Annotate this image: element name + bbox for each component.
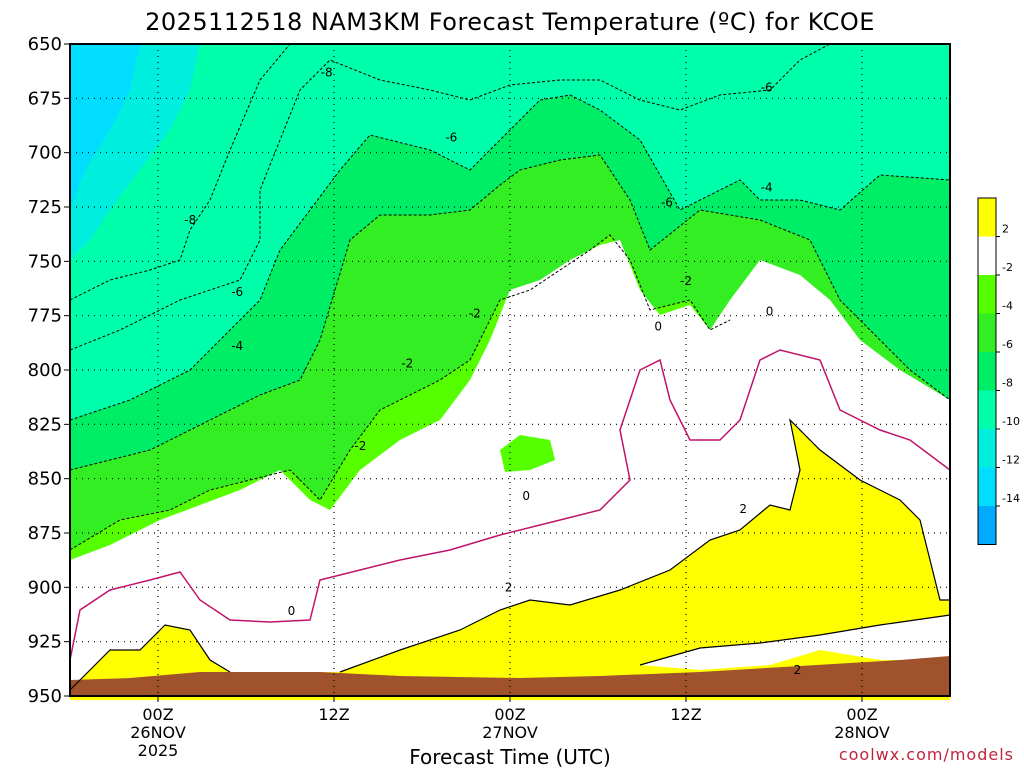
contour-label: 2: [794, 663, 802, 677]
y-tick-label: 900: [28, 577, 62, 598]
contour-label: -4: [761, 180, 773, 194]
contour-zero-line: [69, 349, 951, 661]
x-tick-label: 26NOV: [130, 723, 186, 742]
zero-contour: [69, 349, 951, 661]
contour-label: -8: [321, 65, 333, 79]
fill-blob: [500, 435, 555, 472]
positive-contours: [69, 418, 951, 691]
x-axis-label: Forecast Time (UTC): [409, 745, 611, 768]
x-tick-label: 00Z: [846, 705, 877, 724]
contour-label: 0: [288, 604, 296, 618]
y-tick-label: 775: [28, 306, 62, 327]
y-axis: 650 675 700 725 750 775 800 825 850 875 900 925 950: [28, 34, 70, 707]
y-tick-label: 800: [28, 360, 62, 381]
y-tick-label: 950: [28, 686, 62, 707]
y-tick-label: 925: [28, 632, 62, 653]
contour-label: -4: [231, 339, 243, 353]
colorbar-segment: [978, 429, 996, 468]
contour-minus-4: [69, 154, 951, 471]
colorbar-label: -10: [1002, 415, 1020, 428]
y-tick-label: 875: [28, 523, 62, 544]
contour-label: -2: [680, 274, 692, 288]
y-tick-label: 825: [28, 414, 62, 435]
negative-contours: [69, 43, 951, 551]
y-tick-label: 750: [28, 251, 62, 272]
contour-label: -6: [445, 130, 457, 144]
contour-labels: -8 -6 -6 -8 -6 -4 -4 -6 -2 -2 -2 -2 0 0 0 0 2 2 2: [184, 65, 801, 677]
colorbar-frame: [977, 197, 997, 545]
contour-plus-2-left: [69, 624, 231, 691]
contour-label: -2: [469, 306, 481, 320]
x-tick-label: 00Z: [494, 705, 525, 724]
contour-plus-2-lower: [639, 614, 951, 666]
colorbar-segment: [978, 236, 996, 275]
fill-plus-2: [70, 420, 950, 700]
colorbar-segment: [978, 275, 996, 314]
y-tick-label: 675: [28, 88, 62, 109]
contour-label: -2: [354, 439, 366, 453]
contour-minus-8: [69, 43, 831, 351]
contour-label: -6: [761, 80, 773, 94]
ground-fill: [70, 656, 950, 696]
contour-label: 0: [654, 320, 662, 334]
y-tick-label: 850: [28, 469, 62, 490]
contour-label: -6: [231, 285, 243, 299]
x-tick-label: 28NOV: [834, 723, 890, 742]
y-tick-label: 650: [28, 34, 62, 55]
colorbar-segment: [978, 352, 996, 391]
fill-minus-14: [70, 44, 140, 210]
plot-area: -8 -6 -6 -8 -6 -4 -4 -6 -2 -2 -2 -2 0 0 0 0 2 2 2: [69, 43, 951, 700]
colorbar-label: -6: [1002, 338, 1013, 351]
colorbar-label: 2: [1002, 223, 1009, 236]
y-tick-label: 700: [28, 143, 62, 164]
contour-plus-2-right: [339, 418, 950, 673]
gridlines: [70, 44, 950, 696]
credit-text: coolwx.com/models: [839, 745, 1014, 764]
colorbar-label: -4: [1002, 300, 1013, 313]
colorbar: 2 -2 -4 -6 -8 -10 -12 -14: [977, 197, 1020, 545]
x-tick-label: 12Z: [670, 705, 701, 724]
contour-label: 2: [739, 502, 747, 516]
contour-label: -8: [184, 213, 196, 227]
colorbar-label: -2: [1002, 261, 1013, 274]
contour-label: 0: [766, 304, 774, 318]
contour-label: 0: [522, 489, 530, 503]
colorbar-segment: [978, 390, 996, 429]
colorbar-label: -8: [1002, 377, 1013, 390]
colorbar-label: -14: [1002, 492, 1020, 505]
colorbar-segment: [978, 506, 996, 545]
chart-title: 2025112518 NAM3KM Forecast Temperature (…: [145, 8, 875, 36]
colorbar-segment: [978, 198, 996, 237]
contour-minus-6: [69, 94, 951, 421]
colorbar-label: -12: [1002, 454, 1020, 467]
y-tick-label: 725: [28, 197, 62, 218]
fill-white-strip: [640, 615, 950, 670]
contour-label: 2: [505, 580, 513, 594]
x-tick-label: 27NOV: [482, 723, 538, 742]
x-tick-label: 12Z: [318, 705, 349, 724]
contour-minus-2: [69, 234, 731, 551]
contour-label: -2: [401, 356, 413, 370]
colorbar-segment: [978, 467, 996, 506]
contour-label: -6: [661, 196, 673, 210]
x-tick-label: 00Z: [142, 705, 173, 724]
x-tick-label: 2025: [138, 741, 179, 760]
colorbar-segment: [978, 313, 996, 352]
